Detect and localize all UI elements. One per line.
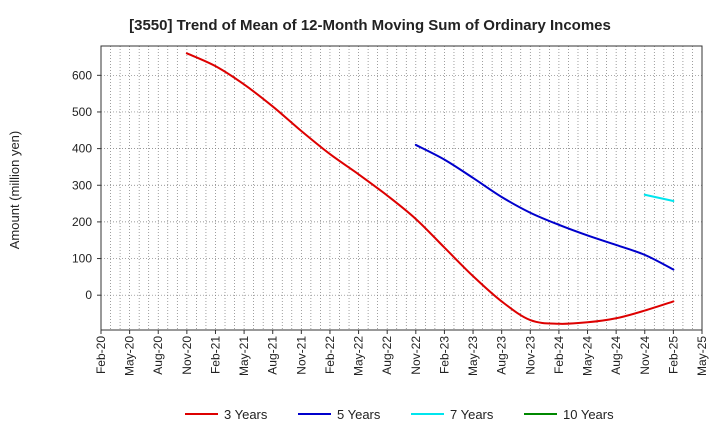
x-tick-label: Aug-20 — [151, 336, 165, 375]
series-line-7-years — [643, 193, 675, 203]
y-tick-label: 100 — [72, 252, 92, 266]
chart-title: [3550] Trend of Mean of 12-Month Moving … — [129, 17, 611, 34]
x-tick-label: Feb-22 — [323, 336, 337, 374]
x-tick-label: Nov-24 — [638, 336, 652, 375]
x-tick-label: Aug-22 — [380, 336, 394, 375]
x-tick-label: Nov-20 — [180, 336, 194, 375]
y-tick-label: 400 — [72, 142, 92, 156]
legend-label-10-years: 10 Years — [563, 407, 614, 422]
x-tick-label: May-24 — [581, 336, 595, 376]
y-tick-label: 200 — [72, 215, 92, 229]
legend-label-5-years: 5 Years — [337, 407, 381, 422]
x-tick-label: Feb-20 — [94, 336, 108, 374]
plot-frame — [100, 45, 703, 331]
legend-label-7-years: 7 Years — [450, 407, 494, 422]
y-tick-label: 600 — [72, 68, 92, 82]
x-tick-label: May-20 — [123, 336, 137, 376]
x-tick-label: May-21 — [237, 336, 251, 376]
x-tick-label: Aug-24 — [609, 336, 623, 375]
x-tick-label: Feb-23 — [437, 336, 451, 374]
x-tick-label: May-23 — [466, 336, 480, 376]
x-tick-label: Feb-25 — [666, 336, 680, 374]
x-tick-label: Feb-24 — [552, 336, 566, 374]
y-tick-label: 300 — [72, 178, 92, 192]
legend-label-3-years: 3 Years — [224, 407, 268, 422]
y-tick-label: 500 — [72, 105, 92, 119]
x-tick-label: May-22 — [352, 336, 366, 376]
x-tick-label: May-25 — [695, 336, 709, 376]
plot-area: 0 100 200 300 400 500 600 Feb-20 May-20 Aug-20 Nov… — [72, 45, 709, 376]
plot-background — [101, 46, 702, 330]
legend: 3 Years 5 Years 7 Years 10 Years — [185, 407, 614, 422]
x-tick-label: Aug-21 — [266, 336, 280, 375]
x-tick-label: Nov-23 — [523, 336, 537, 375]
series-line-3-years — [185, 52, 675, 325]
y-axis-label: Amount (million yen) — [7, 131, 22, 250]
y-tick-label: 0 — [85, 288, 92, 302]
x-tick-label: Nov-21 — [294, 336, 308, 375]
x-tick-label: Nov-22 — [409, 336, 423, 375]
series-line-5-years — [414, 143, 675, 271]
x-tick-label: Feb-21 — [208, 336, 222, 374]
x-tick-label: Aug-23 — [495, 336, 509, 375]
